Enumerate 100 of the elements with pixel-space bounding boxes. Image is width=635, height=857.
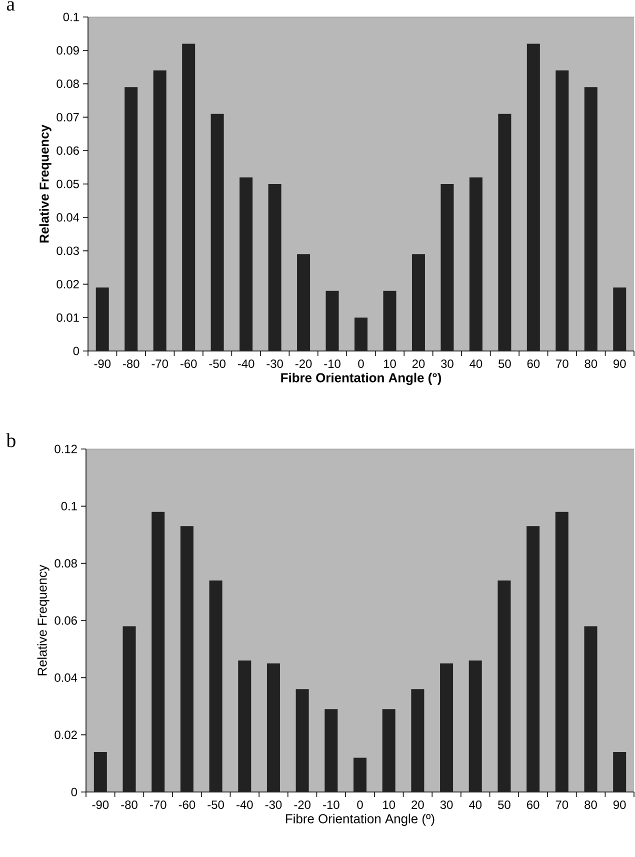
bar [411,689,424,792]
y-tick-label: 0.06 [54,616,77,625]
x-tick-label: 50 [498,800,510,809]
bar [180,526,194,792]
bar [153,70,166,351]
x-tick-label: 80 [584,360,598,368]
bar [96,288,109,351]
bar [526,44,540,351]
bar [584,87,598,351]
bar [324,709,338,792]
x-tick-label: -60 [180,360,197,368]
x-tick-label: -80 [121,800,138,809]
y-tick-label: 0.09 [56,46,79,55]
bar [326,290,339,351]
y-tick-label: 0 [71,788,78,796]
bar [469,177,482,351]
bar [296,689,309,792]
bar [613,288,626,351]
x-tick-label: 50 [498,360,511,368]
bar [556,70,569,351]
x-tick-label: 0 [358,360,364,368]
x-tick-label: 10 [383,800,396,809]
y-tick-label: 0.04 [56,213,80,222]
y-tick-label: 0.1 [63,12,79,22]
x-axis-title: Fibre Orientation Angle (°) [281,372,442,385]
x-tick-label: 90 [614,360,626,368]
x-tick-label: 10 [384,360,396,368]
text: a [6,1,15,11]
x-tick-label: -10 [323,800,340,809]
text: b [6,433,16,448]
bar [498,114,512,351]
x-tick-label: -90 [92,800,109,809]
y-axis-title: Relative Frequency [39,124,52,243]
bar [555,512,568,792]
x-tick-label: 30 [440,800,453,809]
x-tick-label: 40 [469,800,482,809]
y-tick-label: 0.1 [61,502,77,510]
y-tick-label: 0.01 [56,313,79,322]
bar [354,758,367,792]
bar [209,580,222,792]
bar [468,660,482,792]
bar [498,580,511,792]
y-axis-title: Relative Frequency [37,564,50,676]
x-tick-label: -30 [265,800,282,809]
x-tick-label: 40 [470,360,482,368]
bar [382,709,396,792]
x-tick-label: 70 [556,800,568,809]
x-tick-label: 60 [527,800,540,809]
x-tick-label: 60 [527,360,540,368]
y-tick-label: 0.02 [56,280,79,288]
x-tick-label: -20 [295,360,312,368]
x-tick-label: 30 [441,360,454,368]
x-tick-label: -40 [238,360,254,368]
bar [412,254,425,351]
bar [613,752,626,792]
y-tick-label: 0.06 [56,146,79,155]
bar [210,114,224,351]
y-tick-label: 0.08 [56,80,79,88]
x-tick-label: -20 [294,800,310,809]
x-tick-label: -90 [94,360,111,368]
bar [94,752,107,792]
bar [152,512,165,792]
bar [383,290,396,351]
y-tick-label: 0.07 [56,112,79,122]
y-tick-label: 0.02 [54,730,77,740]
bar [266,663,280,792]
bar [440,663,454,792]
x-tick-label: -60 [178,800,196,809]
x-tick-label: 80 [584,800,597,809]
bar [354,318,368,351]
bar [526,526,540,792]
bar [297,254,310,351]
x-axis-title: Fibre Orientation Angle (º) [286,814,434,826]
y-tick-label: 0.05 [56,180,79,188]
x-tick-label: 0 [357,800,363,809]
bar [124,87,138,351]
x-tick-label: -70 [150,800,166,809]
y-tick-label: 0.08 [54,559,77,568]
bar [240,177,253,351]
bar [182,44,196,351]
x-tick-label: -70 [152,360,168,368]
x-tick-label: -50 [208,800,224,809]
x-tick-label: 70 [556,360,568,368]
x-tick-label: -40 [236,800,253,809]
x-tick-label: -30 [266,360,283,368]
bar [584,626,598,792]
y-tick-label: 0.04 [54,673,78,682]
bar [440,184,454,351]
x-tick-label: 20 [412,360,425,368]
bar [238,660,252,792]
bar [122,626,136,792]
bar [268,184,282,351]
x-tick-label: -10 [324,360,340,368]
y-tick-label: 0.12 [54,444,77,454]
x-tick-label: 20 [412,800,424,809]
y-tick-label: 0 [73,346,80,356]
x-tick-label: -50 [209,360,226,368]
x-tick-label: -80 [122,360,140,368]
x-tick-label: 90 [614,800,626,809]
y-tick-label: 0.03 [56,246,79,256]
